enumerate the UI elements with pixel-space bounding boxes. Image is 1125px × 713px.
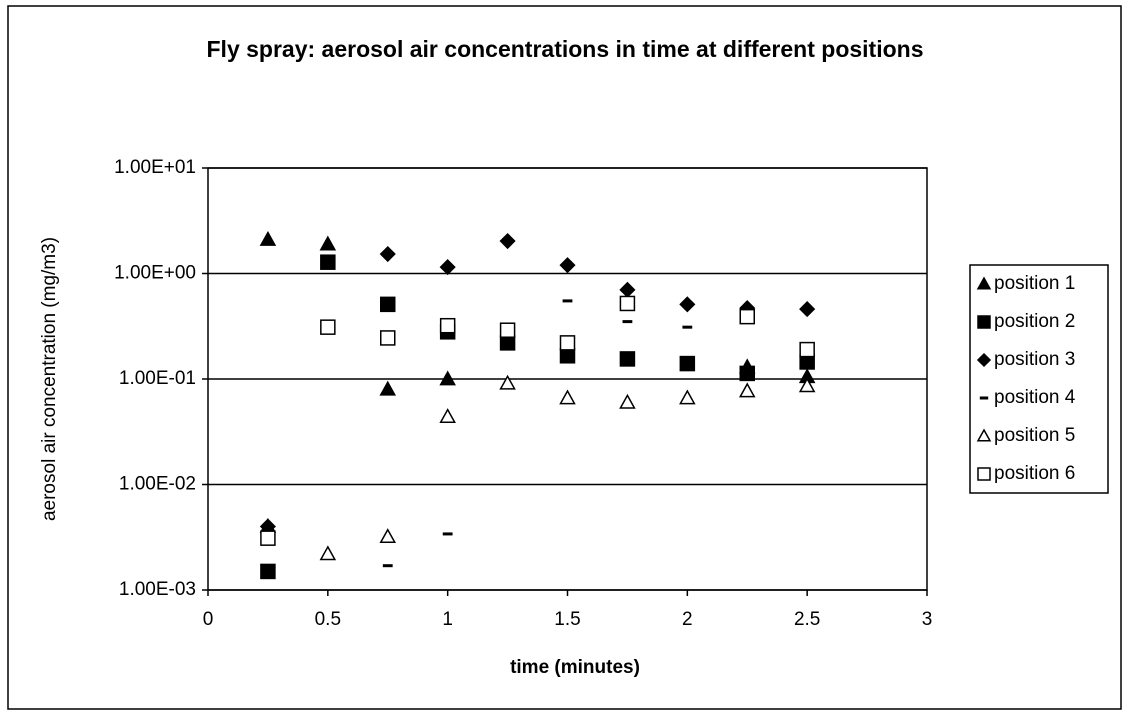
- marker: [442, 532, 453, 536]
- marker: [260, 563, 276, 580]
- legend-label: position 6: [994, 463, 1075, 484]
- marker: [619, 393, 636, 409]
- marker: [319, 545, 337, 561]
- marker: [499, 374, 516, 390]
- x-tick-label: 1: [442, 609, 453, 630]
- marker: [559, 257, 576, 274]
- marker: [382, 564, 393, 568]
- legend-label: position 3: [994, 349, 1075, 370]
- marker: [798, 377, 816, 393]
- marker: [619, 351, 636, 367]
- marker: [260, 530, 276, 546]
- y-tick-label: 1.00E-01: [119, 368, 196, 389]
- y-axis-label: aerosol air concentration (mg/m3): [39, 237, 60, 521]
- marker: [380, 330, 396, 346]
- x-tick-label: 1.5: [554, 609, 580, 630]
- marker: [439, 370, 456, 386]
- x-tick-label: 0.5: [315, 609, 341, 630]
- marker: [379, 380, 397, 396]
- legend-label: position 2: [994, 311, 1075, 332]
- marker: [499, 232, 516, 250]
- marker: [679, 355, 696, 372]
- y-tick-label: 1.00E-03: [119, 579, 196, 600]
- legend-marker: [976, 428, 992, 442]
- marker: [380, 296, 396, 313]
- legend-marker: [977, 467, 991, 481]
- marker: [320, 254, 336, 270]
- marker: [439, 259, 456, 276]
- marker: [559, 389, 576, 405]
- marker: [622, 320, 633, 324]
- legend-label: position 5: [994, 425, 1075, 446]
- y-tick-label: 1.00E+01: [114, 157, 196, 178]
- marker: [562, 299, 573, 303]
- marker: [559, 348, 576, 364]
- marker: [738, 382, 756, 398]
- x-tick-label: 2: [682, 609, 693, 630]
- marker: [739, 365, 755, 382]
- legend-marker: [976, 276, 992, 290]
- marker: [259, 230, 277, 246]
- marker: [499, 322, 516, 338]
- marker: [679, 389, 696, 405]
- marker: [499, 335, 516, 351]
- y-tick-label: 1.00E+00: [114, 263, 196, 284]
- x-tick-label: 3: [922, 609, 933, 630]
- legend-box: [969, 264, 1109, 494]
- marker: [319, 235, 337, 251]
- x-tick-label: 2.5: [794, 609, 820, 630]
- marker: [320, 319, 336, 335]
- marker: [799, 301, 816, 318]
- legend-marker: [976, 352, 992, 368]
- chart-border: [7, 5, 1122, 710]
- marker: [379, 528, 397, 544]
- chart-title: Fly spray: aerosol air concentrations in…: [206, 36, 924, 62]
- marker: [439, 317, 456, 334]
- marker: [379, 245, 396, 263]
- legend-marker: [977, 315, 991, 329]
- marker: [619, 295, 636, 312]
- x-axis-label: time (minutes): [510, 657, 640, 678]
- marker: [682, 325, 693, 329]
- marker: [739, 308, 755, 325]
- marker: [679, 296, 696, 313]
- legend-marker: [979, 396, 989, 400]
- marker: [439, 408, 456, 423]
- marker: [559, 335, 576, 351]
- legend-label: position 1: [994, 273, 1075, 294]
- legend-label: position 4: [994, 387, 1076, 408]
- marker: [799, 341, 815, 358]
- x-tick-label: 0: [203, 609, 214, 630]
- y-tick-label: 1.00E-02: [119, 474, 196, 495]
